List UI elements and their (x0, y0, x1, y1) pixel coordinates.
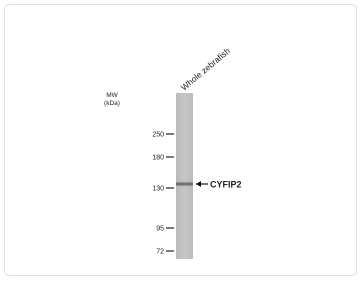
marker-label: 72 (156, 249, 164, 256)
marker-label: 250 (152, 132, 164, 139)
blot-figure: Whole zebrafish MW (kDa) 2501801309572 C… (0, 0, 361, 280)
mw-label: (kDa) (104, 100, 120, 107)
band (176, 182, 193, 187)
lane (176, 93, 193, 259)
band-label: CYFIP2 (210, 180, 242, 190)
marker-label: 95 (156, 226, 164, 233)
marker-label: 130 (152, 186, 164, 193)
marker-label: 180 (152, 155, 164, 162)
mw-label: MW (106, 92, 118, 99)
